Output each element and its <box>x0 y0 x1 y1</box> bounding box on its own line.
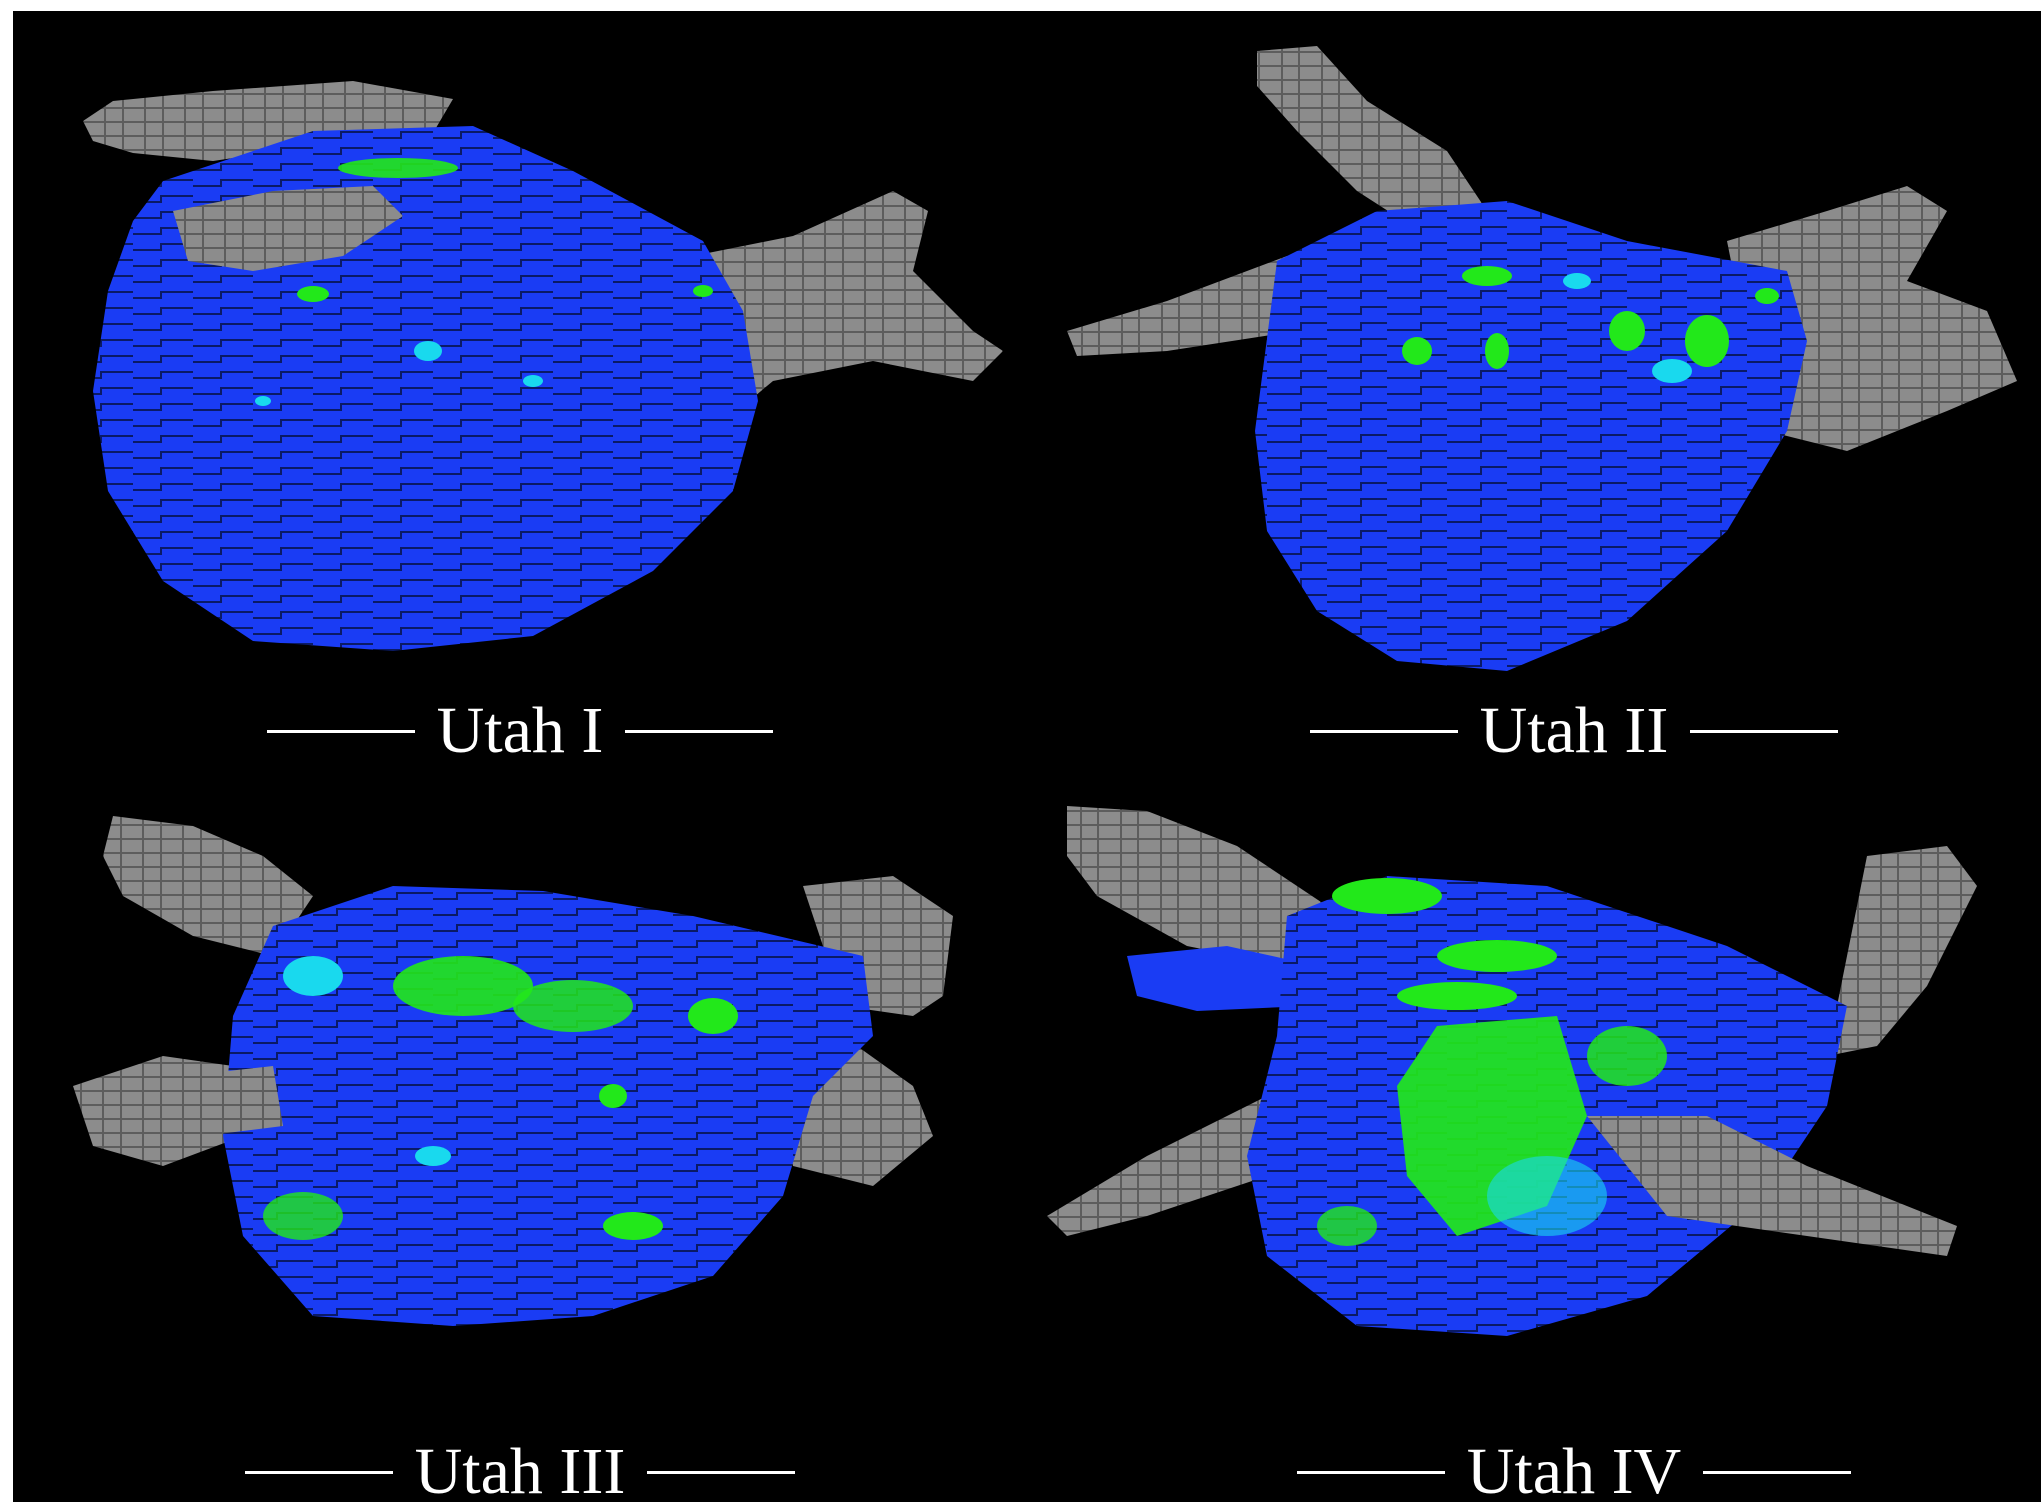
fibrosis-patch <box>599 1084 627 1108</box>
fibrosis-patch <box>1487 1156 1607 1236</box>
fibrosis-patch <box>603 1212 663 1240</box>
panel-utah-4: Utah IV <box>1027 756 2041 1502</box>
fibrosis-patch <box>263 1192 343 1240</box>
atrium-render-utah-3 <box>13 756 1027 1446</box>
fibrosis-patch <box>1397 982 1517 1010</box>
fibrosis-patch <box>1652 359 1692 383</box>
fibrosis-patch <box>338 158 458 178</box>
fibrosis-patch <box>415 1146 451 1166</box>
caption-utah-1: Utah I <box>13 701 1027 761</box>
panel-utah-3: Utah III <box>13 756 1027 1502</box>
caption-rule-left <box>245 1471 393 1474</box>
caption-rule-right <box>1703 1471 1851 1474</box>
panel-utah-2: Utah II <box>1027 11 2041 756</box>
fibrosis-patch <box>1317 1206 1377 1246</box>
caption-rule-right <box>1690 730 1838 733</box>
panel-label: Utah II <box>1480 698 1669 764</box>
caption-rule-left <box>1297 1471 1445 1474</box>
fibrosis-patch <box>255 396 271 406</box>
fibrosis-patch <box>1609 311 1645 351</box>
fibrosis-patch <box>1587 1026 1667 1086</box>
panel-label: Utah IV <box>1467 1439 1681 1502</box>
caption-rule-right <box>647 1471 795 1474</box>
caption-rule-right <box>625 730 773 733</box>
panel-label: Utah I <box>437 698 604 764</box>
caption-utah-4: Utah IV <box>1067 1442 2041 1502</box>
atrium-render-utah-4 <box>1027 756 2041 1446</box>
caption-rule-left <box>267 730 415 733</box>
caption-utah-3: Utah III <box>13 1442 1027 1502</box>
fibrosis-patch <box>1332 878 1442 914</box>
fibrosis-patch <box>1437 940 1557 972</box>
fibrosis-patch <box>414 341 442 361</box>
fibrosis-patch <box>283 956 343 996</box>
panel-label: Utah III <box>415 1439 626 1502</box>
atrium-render-utah-2 <box>1027 11 2041 711</box>
fibrosis-patch <box>513 980 633 1032</box>
figure-canvas: Utah I <box>13 11 2041 1502</box>
caption-utah-2: Utah II <box>1067 701 2041 761</box>
atrium-render-utah-1 <box>13 11 1027 711</box>
atrial-wall <box>1255 201 1807 671</box>
fibrosis-patch <box>1402 337 1432 365</box>
panel-utah-1: Utah I <box>13 11 1027 756</box>
caption-rule-left <box>1310 730 1458 733</box>
fibrosis-patch <box>1485 333 1509 369</box>
fibrosis-patch <box>523 375 543 387</box>
fibrosis-patch <box>1755 288 1779 304</box>
atrial-wall <box>93 126 758 651</box>
atrial-wall <box>223 886 873 1326</box>
pulmonary-vein <box>1827 846 1977 1056</box>
fibrosis-patch <box>1462 266 1512 286</box>
fibrosis-patch <box>297 286 329 302</box>
fibrosis-patch <box>1563 273 1591 289</box>
fibrosis-patch <box>688 998 738 1034</box>
fibrosis-patch <box>1685 315 1729 367</box>
fibrosis-patch <box>693 285 713 297</box>
fibrosis-patch <box>393 956 533 1016</box>
